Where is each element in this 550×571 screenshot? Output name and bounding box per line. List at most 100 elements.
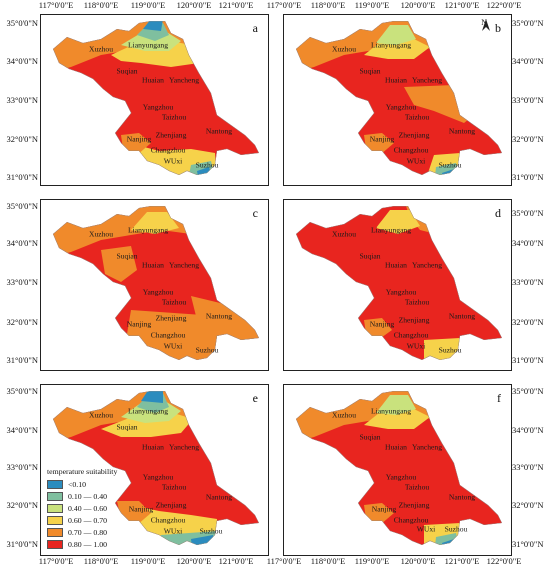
legend-title: temperature suitability — [47, 467, 118, 476]
lon-tick: 121°0'0"E — [444, 556, 480, 566]
lon-tick: 120°0'0"E — [400, 556, 436, 566]
city-label-suqian: Suqian — [359, 251, 381, 261]
map-panel-b: b N Xuzhou Lianyungang Suqian Huaian Yan… — [283, 14, 512, 186]
legend-swatch — [47, 527, 63, 537]
city-label-yancheng: Yancheng — [411, 75, 443, 85]
legend-swatch — [47, 491, 63, 501]
city-label-zhenjiang: Zhenjiang — [155, 130, 187, 140]
city-label-xuzhou: Xuzhou — [88, 44, 114, 54]
city-label-huaian: Huaian — [142, 260, 164, 270]
lon-tick: 117°0'0"E — [38, 556, 74, 566]
city-label-nanjing: Nanjing — [128, 504, 154, 514]
city-label-taizhou: Taizhou — [404, 482, 430, 492]
legend-label: <0.10 — [68, 479, 87, 489]
city-label-nantong: Nantong — [205, 126, 233, 136]
lat-tick: 34°0'0"N — [6, 238, 38, 248]
legend-swatch — [47, 503, 63, 513]
city-label-yangzhou: Yangzhou — [142, 102, 174, 112]
panel-label: c — [252, 206, 258, 220]
map-svg-a — [53, 21, 259, 175]
city-label-lianyungang: Lianyungang — [370, 225, 412, 235]
city-label-changzhou: Changzhou — [150, 515, 186, 525]
city-label-lianyungang: Lianyungang — [127, 406, 169, 416]
city-label-suzhou: Suzhou — [444, 524, 468, 534]
city-label-yancheng: Yancheng — [411, 442, 443, 452]
city-label-yangzhou: Yangzhou — [385, 287, 417, 297]
city-label-suzhou: Suzhou — [438, 345, 462, 355]
legend-swatch — [47, 539, 63, 549]
city-label-changzhou: Changzhou — [150, 330, 186, 340]
lat-tick: 32°0'0"N — [6, 500, 38, 510]
lon-tick: 119°0'0"E — [354, 556, 390, 566]
city-label-xuzhou: Xuzhou — [331, 229, 357, 239]
city-label-suqian: Suqian — [116, 422, 138, 432]
city-label-taizhou: Taizhou — [161, 297, 187, 307]
city-label-nantong: Nantong — [448, 126, 476, 136]
map-panel-e: e Xuzhou Lianyungang Suqian Huaian Yanch… — [40, 384, 269, 556]
panel-label: f — [497, 391, 501, 405]
city-label-changzhou: Changzhou — [393, 515, 429, 525]
city-label-nantong: Nantong — [205, 492, 233, 502]
panel-label: e — [252, 391, 258, 405]
city-label-yangzhou: Yangzhou — [385, 472, 417, 482]
city-label-taizhou: Taizhou — [404, 297, 430, 307]
city-label-yancheng: Yancheng — [168, 260, 200, 270]
city-label-yancheng: Yancheng — [411, 260, 443, 270]
lat-tick: 33°0'0"N — [6, 277, 38, 287]
city-label-suzhou: Suzhou — [199, 526, 223, 536]
legend-swatch — [47, 479, 63, 489]
lon-tick: 118°0'0"E — [310, 0, 346, 10]
lat-tick: 32°0'0"N — [512, 134, 544, 144]
lat-tick: 33°0'0"N — [512, 95, 544, 105]
lat-tick: 35°0'0"N — [512, 386, 544, 396]
city-label-nanjing: Nanjing — [369, 134, 395, 144]
lat-tick: 33°0'0"N — [512, 277, 544, 287]
lat-tick: 35°0'0"N — [6, 386, 38, 396]
city-label-xuzhou: Xuzhou — [331, 410, 357, 420]
lat-tick: 32°0'0"N — [6, 134, 38, 144]
legend-item: 0.70 — 0.80 — [47, 526, 117, 538]
lon-tick: 117°0'0"E — [266, 556, 302, 566]
lat-tick: 31°0'0"N — [6, 539, 38, 549]
lat-tick: 31°0'0"N — [512, 355, 544, 365]
map-svg-b — [296, 21, 502, 175]
city-label-huaian: Huaian — [385, 260, 407, 270]
legend-item: <0.10 — [47, 478, 117, 490]
city-label-lianyungang: Lianyungang — [127, 225, 169, 235]
legend-label: 0.60 — 0.70 — [68, 515, 107, 525]
city-label-nanjing: Nanjing — [126, 319, 152, 329]
city-label-zhenjiang: Zhenjiang — [398, 315, 430, 325]
lat-tick: 32°0'0"N — [6, 317, 38, 327]
city-label-wuxi: WUxi — [163, 156, 183, 166]
map-svg-f — [296, 391, 502, 545]
city-label-yangzhou: Yangzhou — [142, 472, 174, 482]
city-label-yangzhou: Yangzhou — [385, 102, 417, 112]
lon-tick: 120°0'0"E — [176, 556, 212, 566]
lon-tick: 122°0'0"E — [486, 556, 522, 566]
north-arrow-icon: N — [481, 19, 491, 31]
city-label-zhenjiang: Zhenjiang — [155, 313, 187, 323]
city-label-nantong: Nantong — [205, 311, 233, 321]
city-label-suqian: Suqian — [359, 66, 381, 76]
map-svg-e — [53, 391, 259, 545]
city-label-taizhou: Taizhou — [404, 112, 430, 122]
city-label-wuxi: WUxi — [406, 156, 426, 166]
lat-tick: 34°0'0"N — [6, 425, 38, 435]
lon-tick: 119°0'0"E — [354, 0, 390, 10]
city-label-yancheng: Yancheng — [168, 442, 200, 452]
city-label-xuzhou: Xuzhou — [88, 229, 114, 239]
city-label-taizhou: Taizhou — [161, 482, 187, 492]
city-label-nanjing: Nanjing — [126, 134, 152, 144]
panel-label: a — [252, 21, 258, 35]
lon-tick: 120°0'0"E — [176, 0, 212, 10]
city-label-zhenjiang: Zhenjiang — [155, 500, 187, 510]
lon-tick: 119°0'0"E — [130, 0, 166, 10]
city-label-suqian: Suqian — [116, 66, 138, 76]
legend-label: 0.40 — 0.60 — [68, 503, 107, 513]
panel-label: b — [495, 21, 501, 35]
lon-tick: 117°0'0"E — [38, 0, 74, 10]
legend-item: 0.40 — 0.60 — [47, 502, 117, 514]
city-label-nanjing: Nanjing — [371, 504, 397, 514]
bottom-longitude-axis: 117°0'0"E 118°0'0"E 119°0'0"E 120°0'0"E … — [0, 556, 550, 570]
city-label-suzhou: Suzhou — [438, 160, 462, 170]
